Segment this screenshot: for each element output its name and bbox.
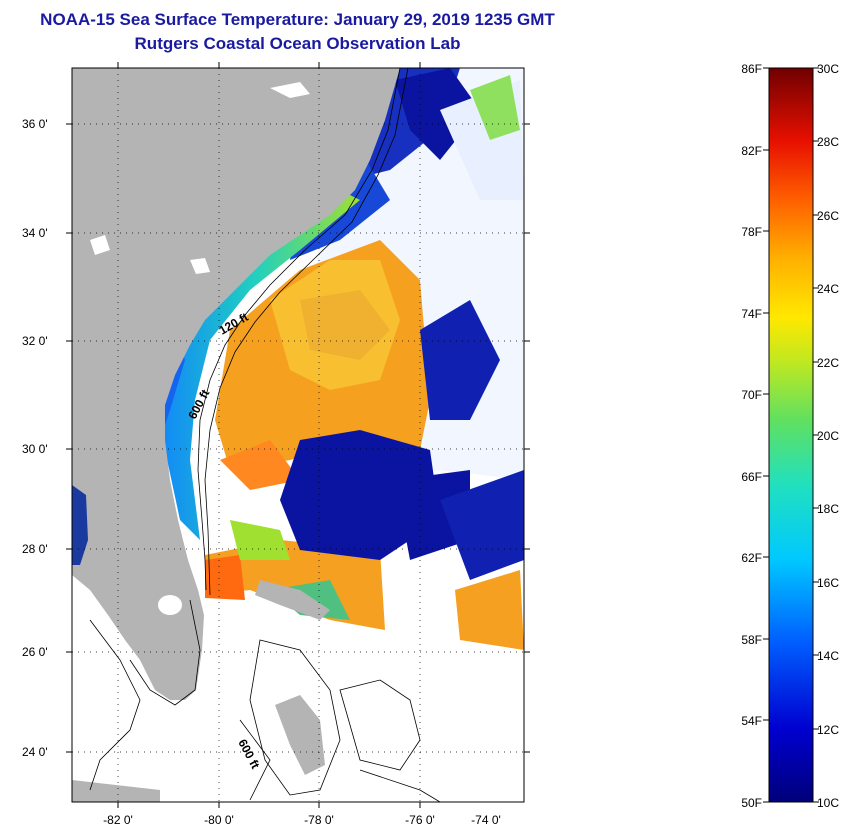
- colorbar-f-label: 66F: [741, 470, 762, 484]
- lat-label: 34 0': [22, 226, 48, 240]
- colorbar-c-label: 12C: [817, 723, 839, 737]
- lat-label: 28 0': [22, 542, 48, 556]
- lon-label: -78 0': [304, 813, 334, 827]
- islands: [90, 82, 310, 274]
- map-frame: [71, 67, 525, 803]
- lon-label: -76 0': [405, 813, 435, 827]
- lat-label: 30 0': [22, 442, 48, 456]
- longitude-labels: -82 0' -80 0' -78 0' -76 0' -74 0': [103, 813, 501, 827]
- lon-label: -80 0': [204, 813, 234, 827]
- lon-label: -82 0': [103, 813, 133, 827]
- bathymetry-contours: [89, 68, 441, 802]
- colorbar-c-label: 22C: [817, 356, 839, 370]
- lat-label: 36 0': [22, 117, 48, 131]
- colorbar-c-label: 24C: [817, 282, 839, 296]
- map-panel: [72, 68, 524, 802]
- colorbar-c-label: 26C: [817, 209, 839, 223]
- map-subtitle: Rutgers Coastal Ocean Observation Lab: [134, 34, 461, 53]
- colorbar-c-label: 14C: [817, 649, 839, 663]
- colorbar-c-label: 30C: [817, 62, 839, 76]
- colorbar-f-label: 74F: [741, 307, 762, 321]
- colorbar-celsius-labels: 30C 28C 26C 24C 22C 20C 18C 16C 14C 12C …: [817, 62, 839, 810]
- colorbar-f-label: 58F: [741, 633, 762, 647]
- tick-marks: [66, 62, 530, 808]
- colorbar-c-label: 28C: [817, 135, 839, 149]
- colorbar-c-label: 18C: [817, 502, 839, 516]
- colorbar-gradient: [768, 67, 814, 803]
- colorbar-f-label: 50F: [741, 796, 762, 810]
- lon-label: -74 0': [471, 813, 501, 827]
- colorbar: 86F 82F 78F 74F 70F 66F 62F 58F 54F 50F …: [741, 62, 839, 810]
- colorbar-f-label: 78F: [741, 225, 762, 239]
- colorbar-f-label: 70F: [741, 388, 762, 402]
- lat-label: 24 0': [22, 745, 48, 759]
- latitude-labels: 36 0' 34 0' 32 0' 30 0' 28 0' 26 0' 24 0…: [22, 117, 48, 759]
- colorbar-f-label: 54F: [741, 714, 762, 728]
- colorbar-f-label: 82F: [741, 144, 762, 158]
- graticule: [72, 68, 524, 802]
- colorbar-c-label: 20C: [817, 429, 839, 443]
- land: [72, 68, 400, 802]
- colorbar-fahrenheit-labels: 86F 82F 78F 74F 70F 66F 62F 58F 54F 50F: [741, 62, 762, 810]
- colorbar-f-label: 86F: [741, 62, 762, 76]
- lat-label: 32 0': [22, 334, 48, 348]
- colorbar-c-label: 16C: [817, 576, 839, 590]
- colorbar-c-label: 10C: [817, 796, 839, 810]
- colorbar-f-label: 62F: [741, 551, 762, 565]
- map-title: NOAA-15 Sea Surface Temperature: January…: [40, 10, 555, 29]
- lat-label: 26 0': [22, 645, 48, 659]
